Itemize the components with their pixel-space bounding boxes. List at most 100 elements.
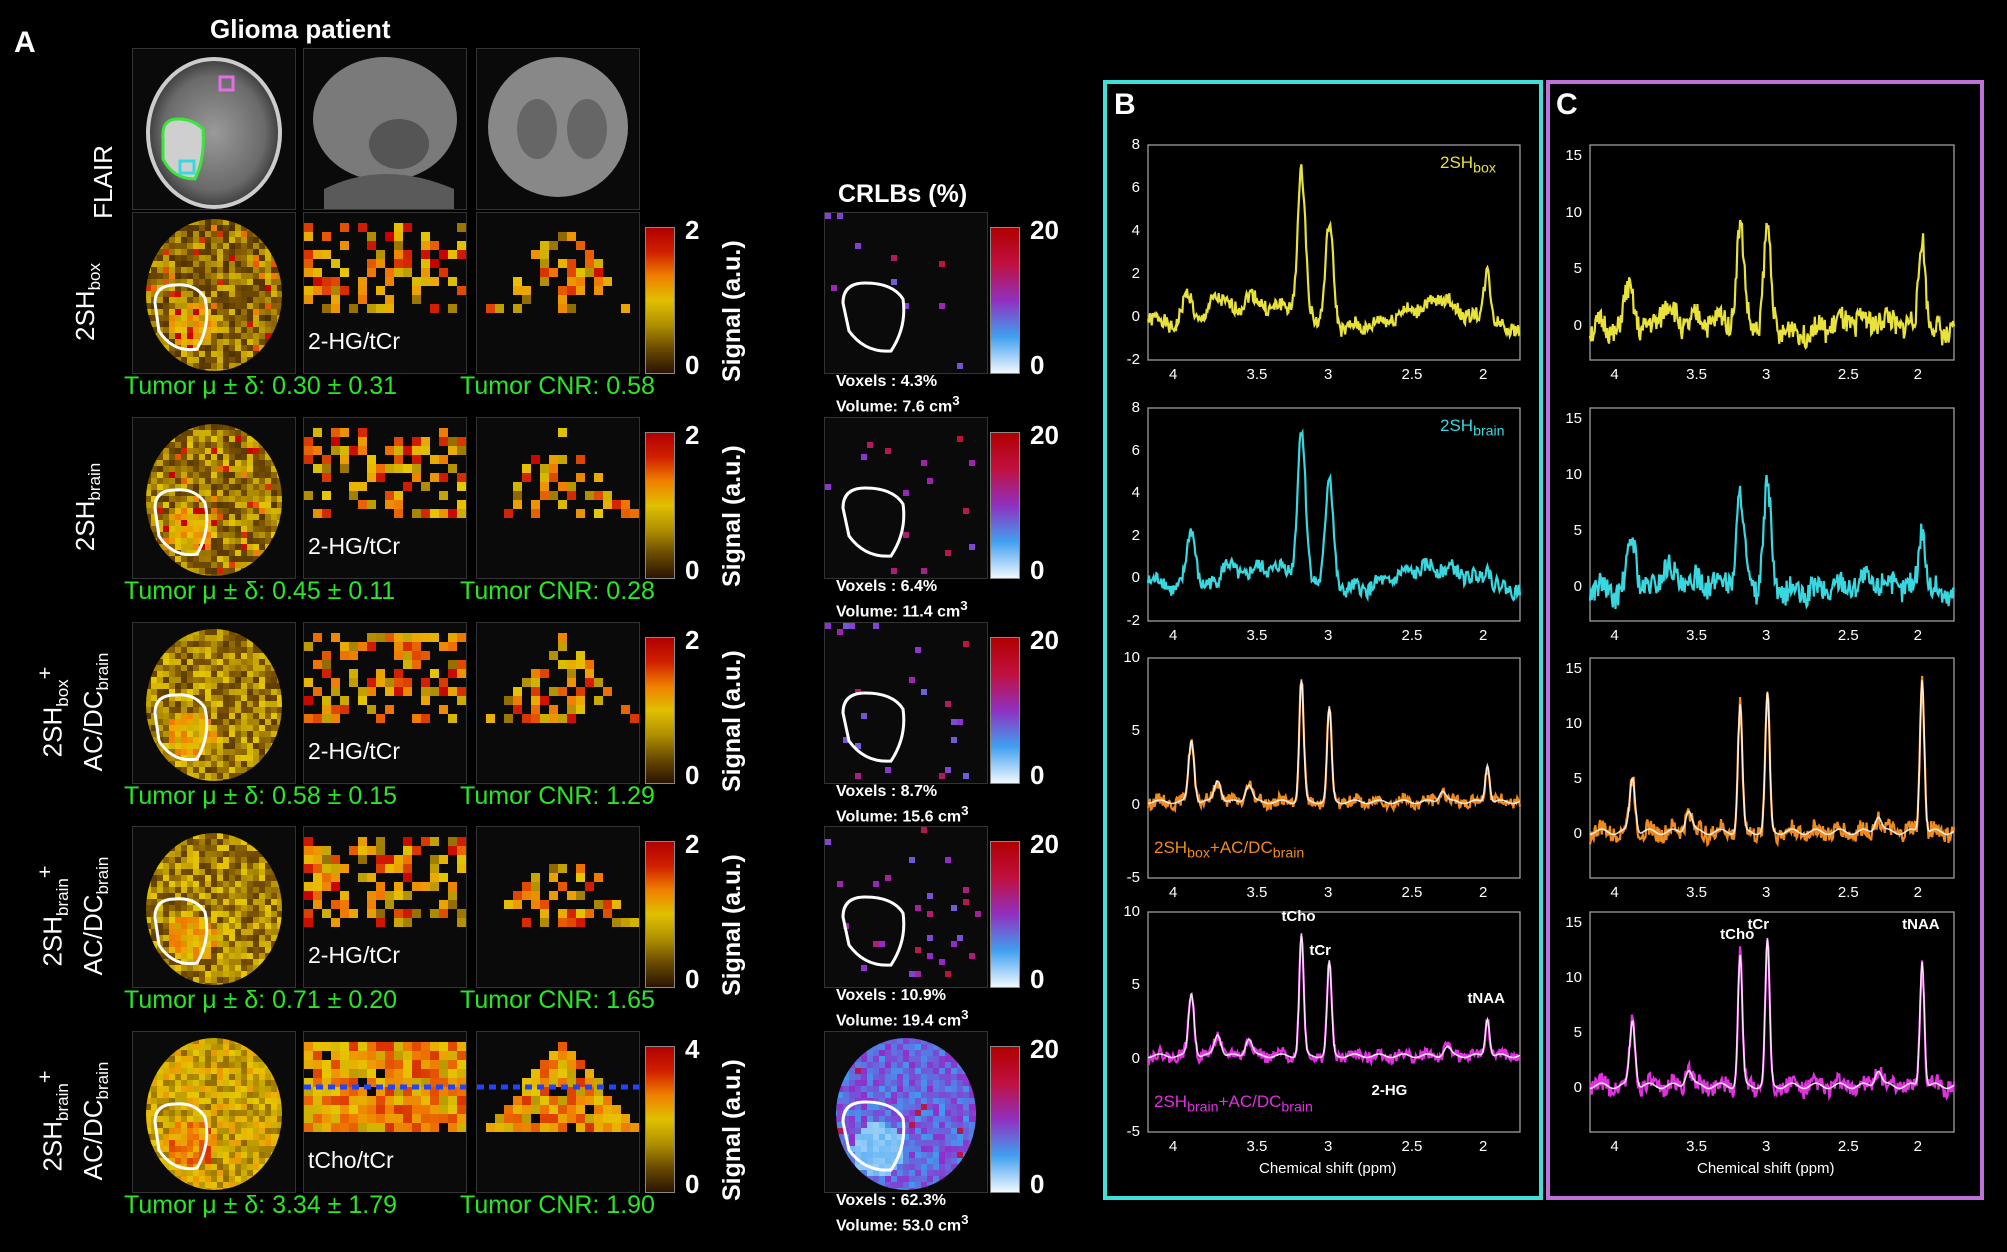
y-tick-label: 0 [1131, 1049, 1140, 1067]
peak-label-tnaa: tNAA [1467, 990, 1505, 1007]
x-tick-label: 2.5 [1401, 1138, 1423, 1155]
row-label-sub: box [85, 263, 105, 291]
x-tick-label: 2 [1913, 884, 1922, 901]
panelB-spectrum-plot-3: 10 5 0 -5 4 3.5 3 2.5 2 2SHbrain+AC/DCbrain tCho tC… [1123, 903, 1522, 1177]
coronal-map [476, 1031, 640, 1193]
x-tick-label: 4 [1169, 884, 1178, 901]
panelB-spectrum-plot-0: 8 6 4 2 0 -2 4 3.5 3 2.5 2 2SHbox [1127, 136, 1521, 390]
axial-map [132, 417, 296, 579]
sagittal-map [303, 622, 467, 784]
row-label-line2-main: AC/DC [77, 690, 108, 772]
x-tick-label: 3.5 [1246, 1138, 1268, 1155]
spectrum-legend: 2SHbrain+AC/DCbrain [1154, 1092, 1313, 1115]
x-axis-label: Chemical shift (ppm) [1697, 1160, 1835, 1177]
y-tick-label: 6 [1131, 179, 1140, 196]
y-tick-label: 0 [1131, 795, 1140, 813]
legend-main: 2SH [1154, 838, 1188, 857]
crlb-voxels: Voxels : 62.3% Volume: 53.0 cm3 [836, 1191, 969, 1235]
x-tick-label: 4 [1610, 627, 1619, 644]
legend-extra-sub: brain [1281, 1099, 1313, 1116]
flair-coronal-svg [488, 57, 628, 197]
voxels-text: Voxels : 62.3% [836, 1192, 946, 1209]
tumor-cnr: Tumor CNR: 1.90 [460, 1191, 655, 1219]
sagittal-map [303, 417, 467, 579]
y-tick-label: 0 [1573, 1079, 1582, 1096]
colorbar-max: 2 [685, 829, 700, 859]
x-tick-label: 3.5 [1686, 366, 1708, 383]
crlb-colorbar [990, 227, 1020, 374]
volume-line: Volume: 7.6 cm3 [836, 391, 960, 416]
y-tick-label: 15 [1565, 147, 1582, 165]
sagittal-map [303, 826, 467, 988]
legend-extra: +AC/DC [1218, 1092, 1282, 1111]
x-tick-label: 4 [1169, 1138, 1178, 1155]
crlb-colorbar-max: 20 [1030, 420, 1059, 450]
volume-text: Volume: 53.0 cm [836, 1217, 962, 1235]
y-tick-label: 5 [1573, 522, 1582, 540]
colorbar-min: 0 [685, 1169, 700, 1199]
flair-sagittal-image [303, 48, 467, 210]
x-tick-label: 3.5 [1246, 884, 1268, 901]
volume-line: Volume: 53.0 cm3 [836, 1210, 969, 1235]
crlb-map [824, 826, 988, 988]
tumor-cnr: Tumor CNR: 0.28 [460, 577, 655, 605]
volume-text: Volume: 19.4 cm [836, 1012, 962, 1030]
voxels-text: Voxels : 6.4% [836, 578, 938, 595]
row-label-line1: 2SHbox+ [30, 617, 78, 807]
x-tick-label: 4 [1610, 1138, 1619, 1155]
x-tick-label: 2.5 [1401, 366, 1423, 383]
crlb-voxels: Voxels : 10.9% Volume: 19.4 cm3 [836, 986, 969, 1030]
flair-axial-image [132, 48, 296, 210]
x-tick-label: 3 [1324, 884, 1333, 901]
panelC-spectrum-plot-2: 15 10 5 0 4 3.5 3 2.5 2 [1565, 657, 1956, 908]
colorbar-min: 0 [685, 555, 700, 585]
panel-b-frame [1103, 80, 1543, 1200]
y-tick-label: 2 [1131, 526, 1140, 544]
panelC-spectrum-plot-1: 15 10 5 0 4 3.5 3 2.5 2 [1565, 407, 1955, 651]
peak-label-tcho: tCho [1720, 926, 1755, 943]
x-tick-label: 2 [1479, 884, 1488, 901]
row-label-line2-main: AC/DC [77, 894, 108, 976]
tumor-mean-std: Tumor μ ± δ: 0.30 ± 0.31 [124, 372, 397, 400]
volume-unit-sup: 3 [961, 1007, 969, 1022]
y-tick-label: -5 [1126, 1123, 1140, 1140]
signal-axis-label: Signal (a.u.) [718, 1059, 746, 1201]
x-tick-label: 2 [1479, 1138, 1488, 1155]
row-label-line2-sub: brain [93, 856, 113, 895]
x-tick-label: 2 [1913, 366, 1922, 383]
colorbar-max: 2 [685, 420, 700, 450]
row-label-line1: 2SHbrain+ [30, 1026, 78, 1216]
crlb-colorbar-min: 0 [1030, 964, 1045, 994]
flair-sagittal-svg [313, 57, 457, 209]
row-label-main: 2SH [70, 500, 100, 552]
y-tick-label: 5 [1573, 260, 1582, 278]
voxels-text: Voxels : 8.7% [836, 783, 938, 800]
row-label-sub: brain [52, 878, 72, 916]
x-tick-label: 2.5 [1837, 1138, 1859, 1155]
crlb-voxels: Voxels : 4.3% Volume: 7.6 cm3 [836, 372, 960, 416]
axial-map [132, 212, 296, 374]
row-label-plus: + [32, 865, 57, 879]
tumor-cnr: Tumor CNR: 1.29 [460, 782, 655, 810]
peak-label-tcr: tCr [1309, 942, 1332, 959]
panelC-spectrum-plot-3: 15 10 5 0 4 3.5 3 2.5 2 tCho tCr tNAA Chemical shift… [1565, 911, 1956, 1177]
row-label-line2-sub: brain [93, 1061, 113, 1100]
flair-coronal-image [476, 48, 640, 210]
y-tick-label: 10 [1565, 715, 1582, 732]
y-tick-label: 4 [1131, 222, 1140, 239]
y-tick-label: 0 [1573, 578, 1582, 596]
crlb-colorbar-min: 0 [1030, 1169, 1045, 1199]
tumor-cnr: Tumor CNR: 1.65 [460, 986, 655, 1014]
peak-label-tcho: tCho [1281, 908, 1316, 925]
x-tick-label: 3.5 [1686, 1138, 1708, 1155]
y-tick-label: 15 [1565, 410, 1582, 428]
y-tick-label: 8 [1131, 399, 1140, 416]
row-label-main: 2SH [70, 290, 100, 341]
panel-c-frame [1546, 80, 1984, 1200]
spectrum-legend: 2SHbox [1440, 153, 1496, 176]
y-tick-label: 15 [1565, 660, 1582, 677]
row-label-line2: AC/DCbrain [78, 617, 118, 807]
y-tick-label: 15 [1565, 914, 1582, 931]
crlb-colorbar-max: 20 [1030, 625, 1059, 655]
tumor-mean-std: Tumor μ ± δ: 0.58 ± 0.15 [124, 782, 397, 810]
